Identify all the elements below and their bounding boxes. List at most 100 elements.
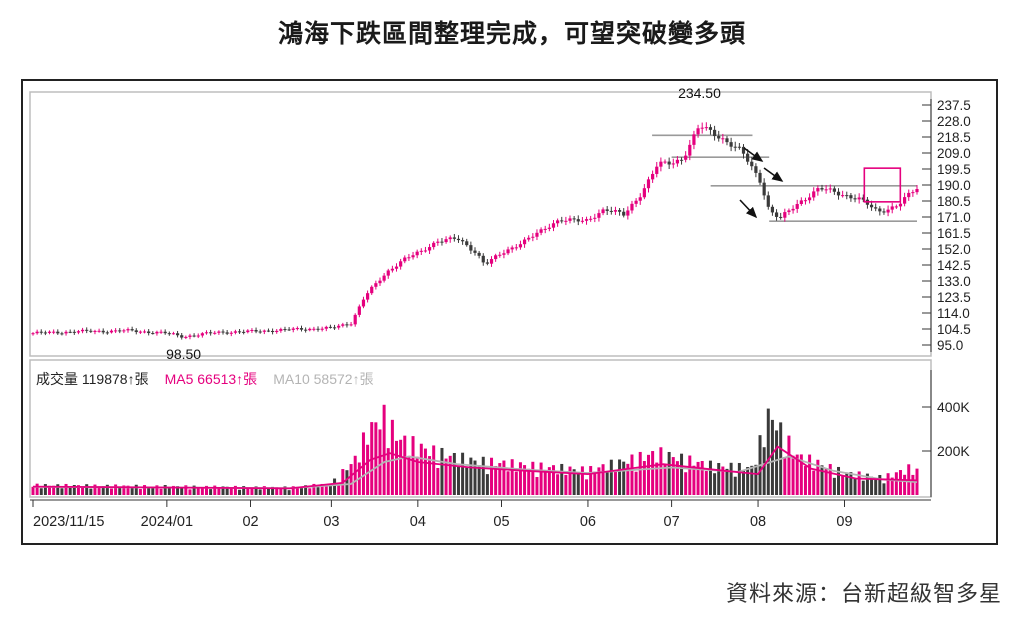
volume-bar	[572, 469, 576, 495]
volume-bar	[151, 486, 155, 495]
date-tick-label: 2024/01	[141, 514, 193, 530]
volume-bar	[35, 483, 39, 495]
volume-axis: 400K 200K	[922, 370, 970, 497]
volume-bar	[85, 484, 89, 495]
candle-body	[39, 331, 43, 333]
price-tick-label: 142.5	[937, 258, 971, 273]
volume-bar	[122, 485, 126, 495]
volume-bar	[250, 487, 254, 495]
candle-body	[60, 333, 64, 335]
volume-bar	[820, 465, 824, 495]
volume-bar	[861, 480, 865, 495]
candle-body	[295, 328, 299, 330]
candle-body	[167, 333, 171, 335]
candle-body	[444, 239, 448, 243]
date-tick-label: 08	[750, 514, 766, 530]
candle-body	[440, 241, 444, 243]
candle-body	[746, 153, 750, 162]
volume-bar	[192, 485, 196, 495]
price-annotation: 98.50	[166, 346, 201, 362]
volume-bar	[64, 483, 68, 495]
candle-body	[717, 136, 721, 139]
volume-bar	[704, 471, 708, 495]
candle-body	[349, 324, 353, 326]
volume-bar	[845, 472, 849, 495]
volume-bar	[275, 487, 279, 495]
candle-body	[47, 331, 52, 333]
volume-bar	[795, 454, 799, 495]
candle-body	[651, 173, 655, 180]
candle-body	[564, 220, 568, 222]
candle-body	[68, 331, 72, 333]
candle-body	[225, 332, 229, 334]
candle-body	[361, 299, 366, 307]
candle-body	[692, 134, 696, 145]
volume-bar	[824, 468, 828, 495]
volume-bar	[242, 486, 246, 495]
candle-body	[308, 328, 312, 331]
volume-bar	[490, 457, 494, 495]
candle-body	[370, 286, 374, 294]
volume-bar	[308, 488, 312, 495]
candle-body	[80, 329, 85, 332]
candle-body	[898, 203, 903, 207]
volume-bar	[105, 484, 109, 495]
candle-body	[192, 335, 196, 337]
candlesticks	[31, 122, 919, 340]
candle-body	[427, 247, 432, 251]
candle-body	[76, 331, 81, 333]
candle-body	[258, 331, 262, 333]
candle-body	[341, 324, 345, 326]
volume-bar	[266, 488, 270, 495]
candle-body	[576, 219, 580, 222]
candle-body	[514, 247, 518, 249]
candle-body	[221, 331, 225, 333]
volume-bar	[634, 471, 638, 495]
candle-body	[762, 182, 766, 196]
price-axis: 237.5228.0218.5209.0199.5190.0180.5171.0…	[922, 98, 971, 353]
volume-bar	[684, 472, 688, 495]
volume-bar	[395, 440, 399, 495]
candle-body	[465, 241, 469, 246]
volume-bar	[523, 465, 527, 495]
candle-body	[894, 206, 898, 208]
volume-bar	[622, 461, 626, 495]
date-tick-label: 02	[242, 514, 258, 530]
volume-bar	[787, 435, 791, 495]
volume-bar	[428, 456, 432, 495]
volume-bar	[853, 478, 857, 495]
volume-bar	[283, 486, 287, 495]
volume-bar	[903, 474, 907, 495]
volume-bar	[221, 486, 225, 495]
volume-bar	[390, 419, 394, 495]
candle-body	[35, 331, 39, 334]
volume-bar	[870, 476, 874, 495]
volume-bar	[803, 466, 807, 495]
volume-bar	[423, 448, 427, 495]
volume-bar	[514, 471, 518, 495]
candle-body	[675, 159, 680, 164]
volume-bar	[246, 487, 250, 495]
candle-body	[89, 330, 93, 332]
arrow-icon	[743, 147, 764, 162]
candle-body	[213, 332, 217, 334]
volume-bar	[72, 485, 76, 495]
volume-bar	[770, 419, 774, 495]
candle-body	[589, 218, 593, 220]
volume-bar	[452, 452, 456, 495]
candle-body	[783, 212, 787, 218]
volume-bar	[589, 466, 593, 495]
volume-bar	[849, 472, 853, 495]
candle-body	[159, 331, 163, 333]
volume-bar	[469, 457, 473, 495]
candle-body	[399, 261, 403, 267]
candle-body	[378, 280, 382, 284]
candle-body	[184, 336, 188, 338]
candle-body	[836, 191, 841, 196]
volume-bar	[717, 462, 721, 495]
volume-bar	[692, 465, 696, 495]
volume-tick-label: 200K	[937, 443, 970, 459]
volume-bar	[659, 447, 663, 495]
candle-body	[812, 191, 816, 198]
candle-body	[634, 200, 638, 204]
